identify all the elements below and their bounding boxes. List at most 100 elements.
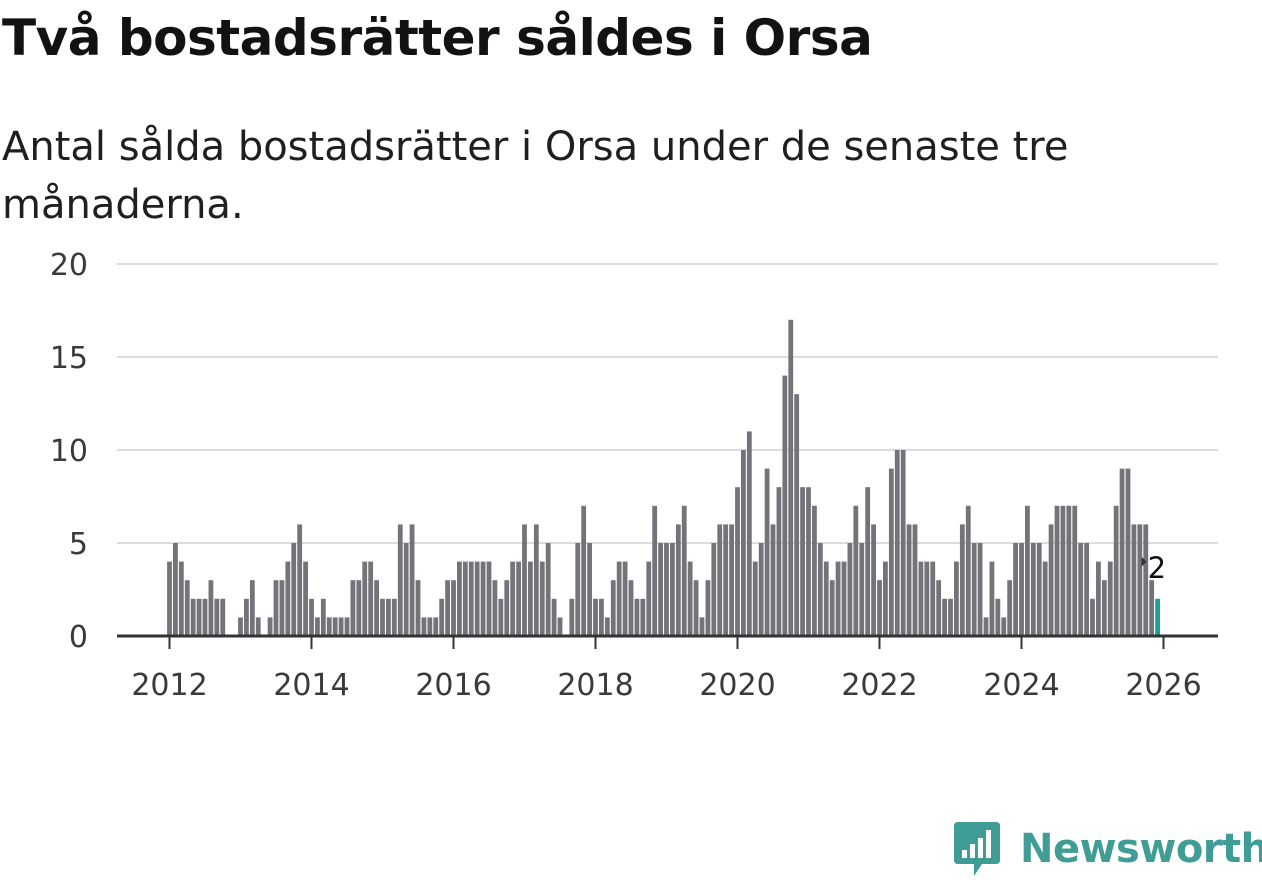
bar xyxy=(812,505,817,636)
bar xyxy=(723,524,729,636)
bar xyxy=(1042,561,1048,636)
bar xyxy=(291,543,297,636)
bar xyxy=(640,598,646,636)
bar xyxy=(184,580,190,636)
bar xyxy=(652,505,658,636)
bar xyxy=(238,617,243,636)
bar xyxy=(604,617,610,636)
bar xyxy=(178,561,184,636)
bar xyxy=(1007,580,1013,636)
bar xyxy=(693,580,699,636)
bar xyxy=(220,598,226,636)
bar xyxy=(320,598,326,636)
bar xyxy=(486,561,492,636)
bar xyxy=(1036,543,1042,636)
bar xyxy=(397,524,403,636)
bar xyxy=(1131,524,1137,636)
bar xyxy=(403,543,409,636)
x-tick-label: 2012 xyxy=(131,668,207,703)
bar xyxy=(498,598,504,636)
bar xyxy=(705,580,711,636)
bar xyxy=(374,580,379,636)
bar xyxy=(480,561,486,636)
bar xyxy=(995,598,1001,636)
bar xyxy=(516,561,521,636)
x-tick-label: 2014 xyxy=(273,668,349,703)
bar xyxy=(835,561,841,636)
x-tick-label: 2026 xyxy=(1125,668,1201,703)
chart-subtitle: Antal sålda bostadsrätter i Orsa under d… xyxy=(2,124,1069,228)
brand-name: Newsworthy xyxy=(1020,826,1262,872)
newsworthy-logo: Newsworthy xyxy=(952,818,1262,880)
bar xyxy=(1030,543,1036,636)
bar xyxy=(746,431,752,636)
y-tick-label: 20 xyxy=(50,248,88,283)
bar xyxy=(954,561,959,636)
bar xyxy=(344,617,350,636)
bar xyxy=(741,450,746,636)
bar xyxy=(1090,598,1095,636)
bar xyxy=(912,524,918,636)
bar xyxy=(930,561,936,636)
bar xyxy=(847,543,853,636)
x-tick-label: 2020 xyxy=(699,668,775,703)
bar xyxy=(190,598,196,636)
bar xyxy=(729,524,734,636)
bar xyxy=(350,580,356,636)
bar xyxy=(634,598,640,636)
bar xyxy=(687,561,693,636)
bar xyxy=(865,487,871,636)
y-tick-label: 10 xyxy=(50,434,88,469)
bar xyxy=(504,580,510,636)
bar xyxy=(297,524,303,636)
bar xyxy=(764,468,770,636)
bar xyxy=(782,375,788,636)
bar xyxy=(1155,598,1160,636)
bar xyxy=(758,543,764,636)
bar xyxy=(1072,505,1078,636)
bars xyxy=(167,319,1160,636)
bar xyxy=(1125,468,1131,636)
bar xyxy=(817,543,823,636)
bar xyxy=(462,561,468,636)
bar xyxy=(356,580,362,636)
bar xyxy=(806,487,811,636)
bar xyxy=(622,561,628,636)
bar xyxy=(1019,543,1024,636)
bar xyxy=(989,561,995,636)
bar xyxy=(936,580,942,636)
bar xyxy=(421,617,427,636)
bar xyxy=(267,617,273,636)
bar xyxy=(675,524,681,636)
bar xyxy=(794,394,800,636)
bar xyxy=(918,561,924,636)
annotation-pointer xyxy=(1141,556,1147,567)
bar xyxy=(569,598,575,636)
bar xyxy=(1078,543,1084,636)
bar xyxy=(977,543,983,636)
bar xyxy=(445,580,450,636)
bar xyxy=(309,598,314,636)
bar xyxy=(788,319,794,636)
bar xyxy=(409,524,415,636)
bar xyxy=(1060,505,1066,636)
bar xyxy=(173,543,178,636)
bar xyxy=(522,524,527,636)
bar xyxy=(457,561,462,636)
bar xyxy=(599,598,604,636)
bar xyxy=(545,543,551,636)
bar xyxy=(474,561,480,636)
bar xyxy=(628,580,634,636)
bar xyxy=(468,561,474,636)
bar xyxy=(610,580,616,636)
bar xyxy=(1149,580,1155,636)
bar xyxy=(380,598,385,636)
bar xyxy=(924,561,930,636)
x-axis-ticks: 2012 2014 2016 2018 2020 2022 2024 2026 xyxy=(131,636,1202,703)
y-tick-label: 0 xyxy=(69,620,88,655)
bar xyxy=(1048,524,1054,636)
bar xyxy=(670,543,675,636)
x-tick-label: 2018 xyxy=(557,668,633,703)
bar xyxy=(1013,543,1018,636)
bar xyxy=(533,524,539,636)
